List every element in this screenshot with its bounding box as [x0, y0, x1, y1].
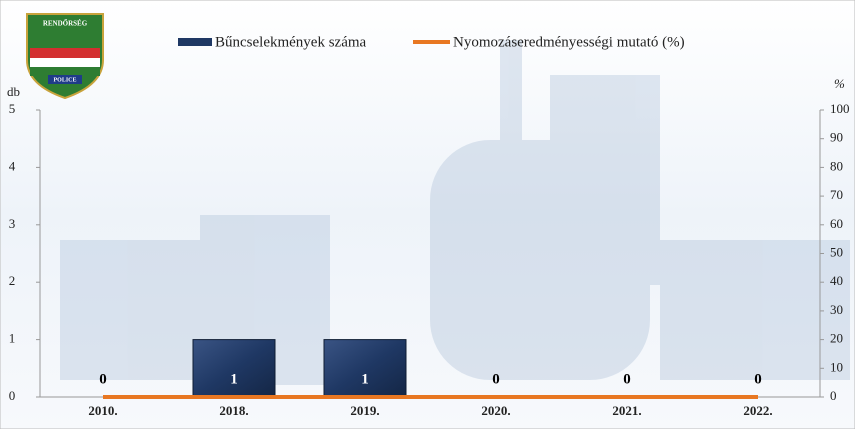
- y2-tick-label: 90: [830, 130, 843, 145]
- data-label: 0: [99, 371, 107, 387]
- data-label: 0: [492, 371, 500, 387]
- x-tick-label: 2018.: [219, 403, 248, 418]
- y-tick-label: 2: [9, 273, 16, 288]
- legend-swatch: [178, 38, 212, 46]
- y2-tick-label: 50: [830, 244, 843, 259]
- x-tick-label: 2021.: [612, 403, 641, 418]
- y2-axis-title: %: [834, 76, 845, 91]
- y2-tick-label: 80: [830, 158, 843, 173]
- y2-tick-label: 30: [830, 302, 843, 317]
- x-tick-label: 2022.: [743, 403, 772, 418]
- logo-bottom: POLICE: [53, 77, 76, 83]
- x-tick-label: 2019.: [350, 403, 379, 418]
- bar: [193, 340, 275, 397]
- y-tick-label: 3: [9, 216, 16, 231]
- y-tick-label: 1: [9, 331, 16, 346]
- y-axis-title: db: [7, 84, 20, 99]
- data-label: 0: [623, 371, 631, 387]
- chart: RENDŐRSÉG POLICE db % 012345010203040506…: [0, 0, 855, 429]
- logo-top: RENDŐRSÉG: [43, 20, 88, 28]
- y2-tick-label: 70: [830, 187, 843, 202]
- y2-tick-label: 60: [830, 216, 843, 231]
- data-label: 1: [230, 371, 238, 387]
- bar: [324, 340, 406, 397]
- y2-tick-label: 20: [830, 331, 843, 346]
- legend-label: Bűncselekmények száma: [215, 34, 367, 50]
- y2-tick-label: 10: [830, 359, 843, 374]
- y2-tick-label: 0: [830, 388, 837, 403]
- data-label: 0: [754, 371, 762, 387]
- y2-tick-label: 40: [830, 273, 843, 288]
- y-tick-label: 0: [9, 388, 16, 403]
- x-tick-label: 2020.: [481, 403, 510, 418]
- y-tick-label: 5: [9, 101, 16, 116]
- x-tick-label: 2010.: [88, 403, 117, 418]
- y-tick-label: 4: [9, 158, 16, 173]
- y2-tick-label: 100: [830, 101, 850, 116]
- legend-label: Nyomozáseredményességi mutató (%): [453, 34, 685, 50]
- data-label: 1: [361, 371, 369, 387]
